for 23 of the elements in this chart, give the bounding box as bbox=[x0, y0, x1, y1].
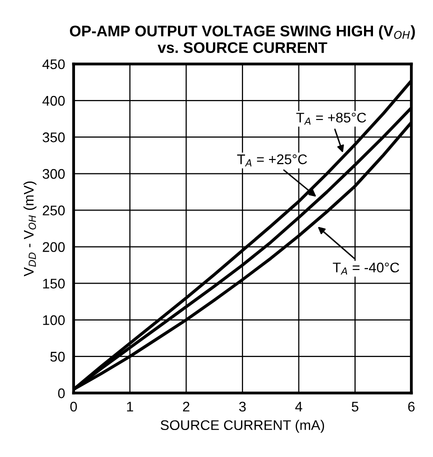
y-tick-label: 250 bbox=[42, 206, 65, 216]
y-tick-label: 200 bbox=[42, 242, 65, 252]
x-tick-label: 2 bbox=[183, 402, 190, 412]
y-tick-label: 350 bbox=[42, 132, 65, 142]
y-tick-label: 50 bbox=[50, 352, 65, 362]
y-tick-label: 400 bbox=[42, 96, 65, 106]
y-tick-label: 450 bbox=[42, 59, 65, 70]
x-tick-label: 5 bbox=[352, 402, 358, 412]
chart-title: OP-AMP OUTPUT VOLTAGE SWING HIGH (V$_{OH}$) vs. SOURCE CURRENT bbox=[70, 25, 415, 54]
annotation: T$_{A}$ = +85°C bbox=[296, 112, 366, 125]
annotation: T$_{A}$ = +25°C bbox=[237, 154, 307, 166]
annotation: T$_{A}$ = -40°C bbox=[332, 262, 400, 275]
x-axis-title: SOURCE CURRENT (mA) bbox=[160, 420, 324, 433]
x-tick-label: 6 bbox=[408, 402, 415, 412]
y-tick-label: 150 bbox=[43, 278, 65, 289]
y-tick-label: 100 bbox=[43, 315, 65, 326]
x-tick-label: 4 bbox=[295, 402, 302, 412]
y-tick-label: 0 bbox=[58, 388, 65, 398]
x-tick-label: 1 bbox=[127, 402, 134, 412]
x-tick-label: 3 bbox=[239, 402, 246, 412]
y-axis-title: V$_{DD}$ - V$_{OH}$ (mV) bbox=[23, 182, 36, 276]
x-tick-label: 0 bbox=[70, 402, 77, 412]
y-tick-label: 300 bbox=[42, 168, 65, 179]
